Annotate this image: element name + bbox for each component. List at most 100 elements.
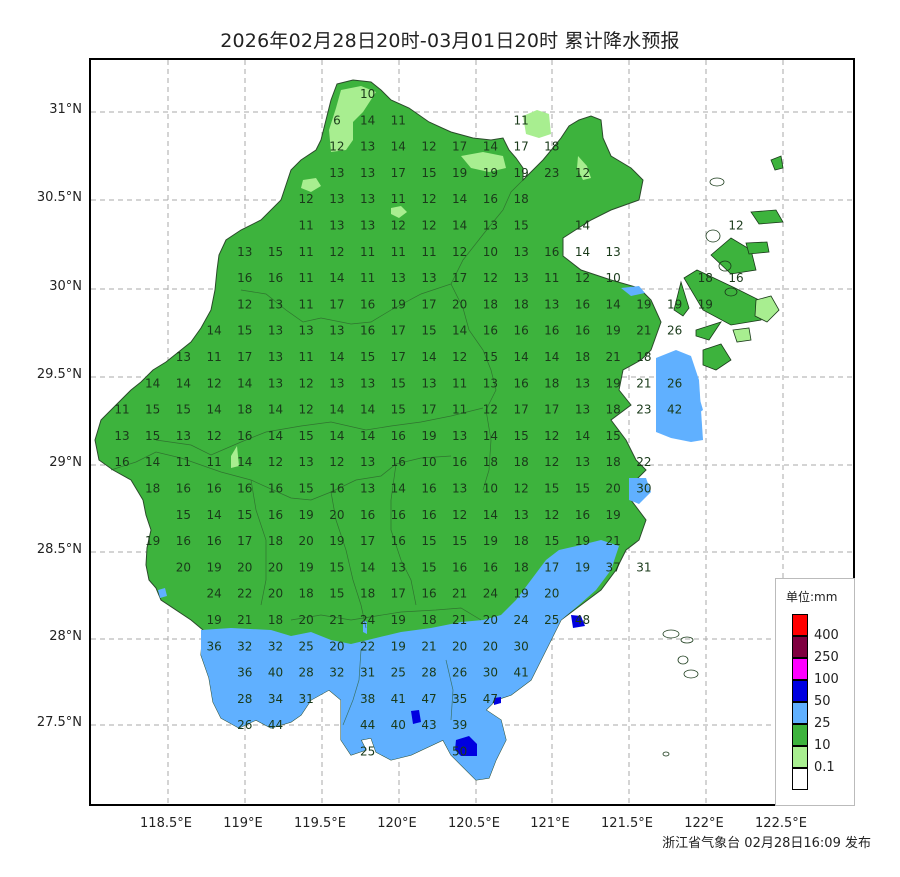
precipitation-value: 15 [145,429,160,443]
precipitation-value: 31 [299,692,314,706]
precipitation-value: 16 [176,482,191,496]
precipitation-value: 26 [667,324,682,338]
precipitation-value: 15 [237,324,252,338]
precipitation-value: 18 [483,297,498,311]
precipitation-value: 14 [360,403,375,417]
precipitation-value: 19 [299,508,314,522]
precipitation-value: 12 [421,192,436,206]
islands [673,155,784,371]
precipitation-value: 25 [544,613,559,627]
precipitation-value: 20 [299,534,314,548]
precipitation-value: 13 [329,219,344,233]
precipitation-value: 14 [513,350,528,364]
precipitation-value: 26 [667,376,682,390]
precipitation-value: 18 [575,350,590,364]
precipitation-value: 19 [206,613,221,627]
precipitation-value: 17 [391,166,406,180]
precipitation-value: 13 [237,245,252,259]
precipitation-value: 14 [360,429,375,443]
y-tick-30n: 30°N [49,279,82,294]
precipitation-value: 20 [268,560,283,574]
precipitation-value: 17 [237,534,252,548]
precipitation-value: 16 [544,324,559,338]
precipitation-value: 20 [544,587,559,601]
precipitation-value: 15 [421,560,436,574]
precipitation-value: 11 [360,271,375,285]
precipitation-value: 18 [606,455,621,469]
precipitation-value: 13 [114,429,129,443]
precipitation-value: 19 [391,613,406,627]
precipitation-value: 13 [360,482,375,496]
precipitation-value: 11 [544,271,559,285]
precipitation-value: 13 [483,376,498,390]
precipitation-value: 15 [237,508,252,522]
precipitation-value: 14 [268,429,283,443]
precipitation-value: 16 [483,324,498,338]
precipitation-value: 20 [299,613,314,627]
precipitation-value: 12 [299,192,314,206]
precipitation-value: 19 [452,166,467,180]
precipitation-value: 38 [360,692,375,706]
precipitation-value: 32 [237,639,252,653]
precipitation-value: 12 [421,219,436,233]
precipitation-value: 19 [483,166,498,180]
precipitation-value: 11 [452,403,467,417]
precipitation-value: 14 [575,429,590,443]
precipitation-value: 14 [606,297,621,311]
precipitation-value: 11 [299,245,314,259]
precipitation-value: 32 [268,639,283,653]
precipitation-value: 18 [299,587,314,601]
legend-label-50: 50 [814,694,831,709]
precipitation-value: 36 [237,666,252,680]
precipitation-value: 12 [544,508,559,522]
precipitation-value: 13 [452,429,467,443]
precipitation-value: 16 [114,455,129,469]
precipitation-value: 17 [544,560,559,574]
precipitation-value: 15 [299,482,314,496]
precipitation-value: 13 [575,376,590,390]
precipitation-value: 15 [268,245,283,259]
precipitation-value: 15 [329,560,344,574]
precipitation-value: 16 [391,429,406,443]
precipitation-value: 20 [483,613,498,627]
precipitation-value: 13 [513,508,528,522]
precipitation-value: 13 [513,271,528,285]
color-legend: 单位:mm 400 250 100 50 25 10 0.1 [775,578,855,806]
precipitation-value: 19 [329,534,344,548]
precipitation-value: 10 [483,482,498,496]
precipitation-value: 12 [206,376,221,390]
precipitation-value: 17 [452,271,467,285]
precipitation-value: 20 [176,560,191,574]
precipitation-value: 30 [483,666,498,680]
precipitation-value: 12 [329,140,344,154]
legend-swatch-10 [792,724,808,746]
precipitation-value: 12 [329,245,344,259]
precipitation-value: 18 [237,403,252,417]
precipitation-value: 12 [329,455,344,469]
precipitation-value: 18 [360,587,375,601]
precipitation-value: 19 [391,639,406,653]
precipitation-value: 15 [421,166,436,180]
legend-swatch-400 [792,614,808,636]
precipitation-value: 19 [667,297,682,311]
precipitation-value: 43 [421,718,436,732]
precipitation-value: 15 [575,482,590,496]
precipitation-value: 13 [575,403,590,417]
precipitation-value: 13 [329,166,344,180]
precipitation-value: 19 [606,376,621,390]
precipitation-value: 20 [483,639,498,653]
precipitation-value: 19 [145,534,160,548]
y-tick-28-5n: 28.5°N [36,542,82,557]
precipitation-value: 14 [483,508,498,522]
x-tick-119-5e: 119.5°E [294,816,346,831]
precipitation-value: 24 [483,587,498,601]
precipitation-value: 10 [360,87,375,101]
legend-swatch-25 [792,702,808,724]
precipitation-value: 18 [483,455,498,469]
precipitation-value: 39 [452,718,467,732]
precipitation-value: 13 [329,324,344,338]
precipitation-value: 15 [544,534,559,548]
legend-label-10: 10 [814,738,831,753]
precipitation-value: 50 [452,745,467,759]
precipitation-value: 14 [268,403,283,417]
